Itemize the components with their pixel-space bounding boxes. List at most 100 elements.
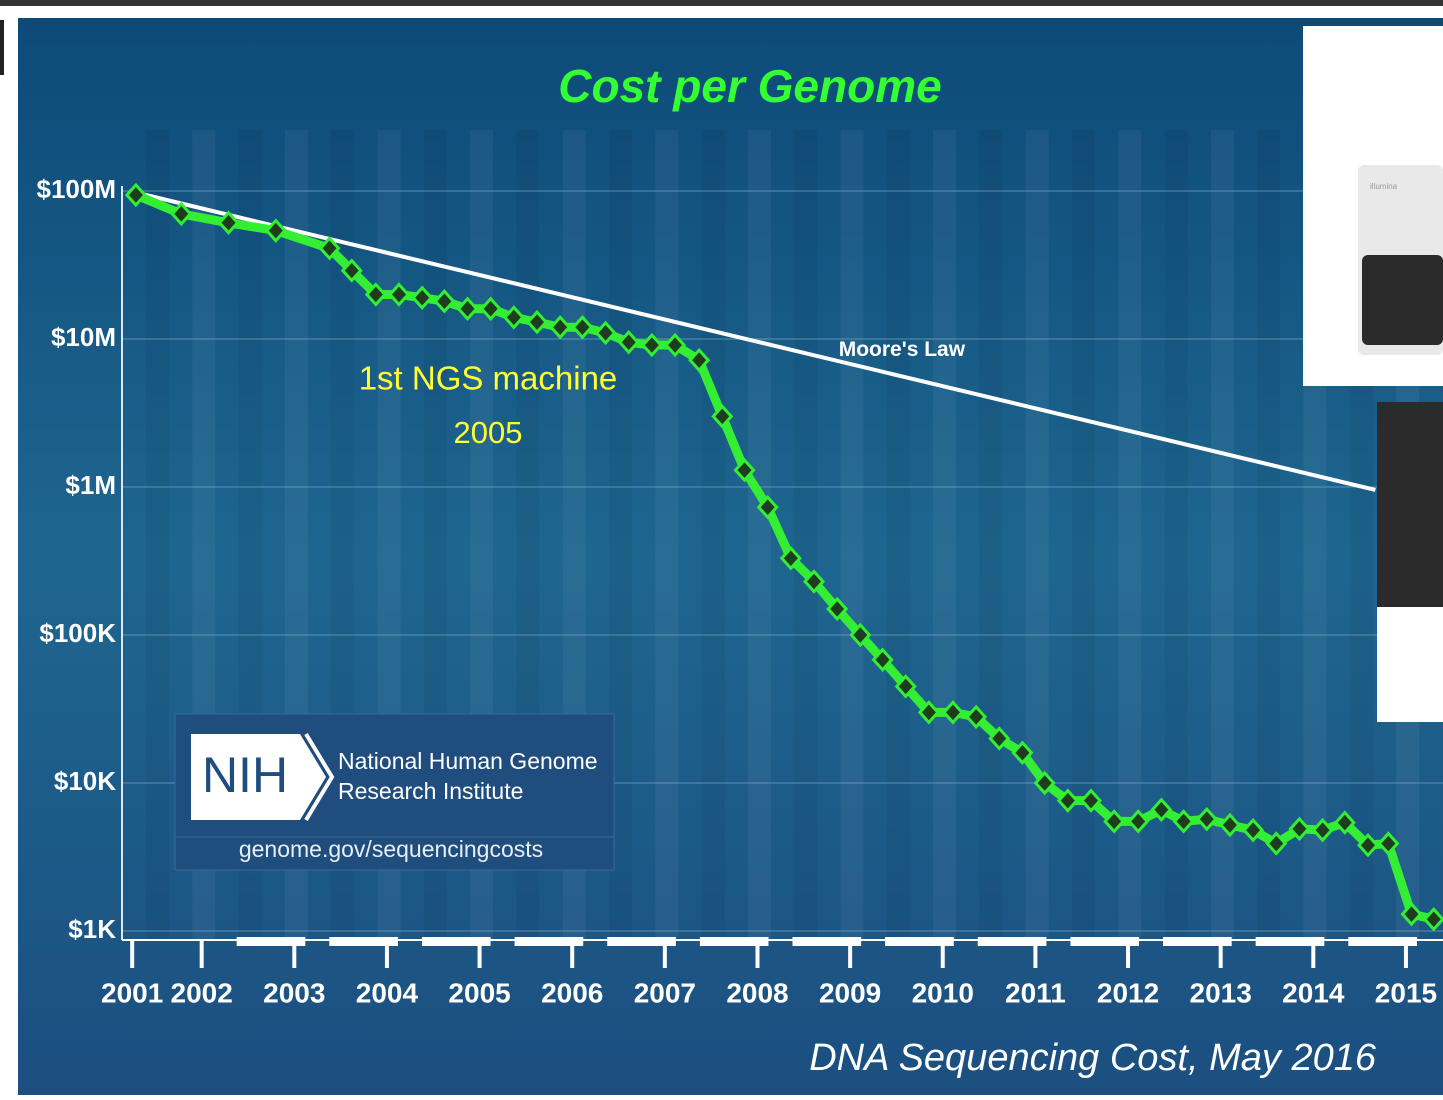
top-strip bbox=[0, 0, 1443, 6]
axis-segment bbox=[699, 937, 769, 946]
stripe bbox=[655, 130, 679, 940]
y-tick-label: $10M bbox=[51, 322, 116, 352]
diamond-marker bbox=[456, 296, 479, 322]
axis-segment bbox=[236, 937, 306, 946]
diamond-marker bbox=[387, 282, 411, 307]
diamond-marker bbox=[479, 296, 502, 322]
stripe bbox=[840, 130, 864, 940]
diamond-marker bbox=[711, 404, 734, 429]
axis-segment bbox=[514, 937, 584, 946]
logo-url: genome.gov/sequencingcosts bbox=[239, 836, 543, 862]
x-tick-label: 2014 bbox=[1282, 977, 1345, 1008]
diamond-marker bbox=[1172, 809, 1195, 834]
diamond-marker bbox=[525, 309, 549, 335]
x-tick-label: 2007 bbox=[634, 977, 696, 1008]
diamond-marker bbox=[594, 320, 617, 346]
stripe bbox=[747, 130, 771, 940]
diamond-marker bbox=[1103, 809, 1126, 834]
x-tick-label: 2009 bbox=[819, 977, 881, 1008]
diamond-marker bbox=[502, 305, 525, 330]
diamond-marker bbox=[733, 457, 756, 483]
x-tick-label: 2002 bbox=[171, 977, 233, 1008]
x-tick-label: 2011 bbox=[1005, 977, 1066, 1008]
logo-mark: NIH bbox=[202, 747, 288, 803]
plot: Moore's Law bbox=[124, 182, 1443, 932]
diamond-marker bbox=[170, 201, 193, 227]
diamond-marker bbox=[571, 315, 594, 340]
diamond-marker bbox=[1079, 788, 1102, 813]
axis-segment bbox=[1070, 937, 1140, 946]
diamond-marker bbox=[849, 622, 872, 648]
diamond-marker bbox=[318, 236, 341, 261]
moore-line bbox=[128, 189, 1376, 492]
x-tick-label: 2012 bbox=[1097, 977, 1159, 1008]
stripe bbox=[886, 130, 910, 940]
axis-segment bbox=[421, 937, 491, 946]
x-tick-label: 2013 bbox=[1190, 977, 1252, 1008]
diamond-marker bbox=[941, 700, 964, 725]
axis-segment bbox=[792, 937, 862, 946]
x-tick-label: 2003 bbox=[263, 977, 325, 1008]
stripe bbox=[1257, 130, 1281, 940]
diamond-marker bbox=[826, 596, 849, 622]
logo-shape bbox=[191, 734, 326, 820]
stripe bbox=[933, 130, 957, 940]
chart-title: Cost per Genome bbox=[558, 60, 941, 112]
stripe bbox=[1210, 130, 1234, 940]
keyboard bbox=[1377, 402, 1443, 607]
stripe bbox=[794, 130, 818, 940]
edge-mark bbox=[0, 20, 4, 75]
x-tick-label: 2006 bbox=[541, 977, 603, 1008]
diamond-marker bbox=[1356, 832, 1379, 858]
y-tick-label: $10K bbox=[54, 766, 116, 796]
x-tick-label: 2005 bbox=[448, 977, 510, 1008]
axis-segment bbox=[607, 937, 676, 946]
diamond-marker bbox=[1311, 817, 1334, 843]
diamond-marker bbox=[1150, 797, 1173, 822]
axis-segment bbox=[329, 937, 398, 946]
logo-text: Research Institute bbox=[338, 778, 523, 804]
photo-laptop bbox=[1377, 402, 1443, 722]
chart-background bbox=[18, 18, 1443, 1095]
x-tick-label: 2004 bbox=[356, 977, 419, 1008]
x-tick-label: 2008 bbox=[726, 977, 788, 1008]
diamond-marker bbox=[664, 332, 687, 358]
y-tick-label: $100M bbox=[37, 174, 117, 204]
stripe bbox=[979, 130, 1003, 940]
diamond-marker bbox=[779, 546, 802, 571]
annotation: 2005 bbox=[454, 415, 523, 450]
diamond-marker bbox=[1265, 831, 1288, 856]
diamond-marker bbox=[264, 218, 287, 243]
diamond-marker bbox=[1422, 907, 1443, 932]
x-tick-label: 2010 bbox=[912, 977, 974, 1008]
diamond-marker bbox=[1033, 770, 1056, 796]
device-label: illumina bbox=[1370, 182, 1398, 191]
axis-segment bbox=[1163, 937, 1232, 946]
stripe bbox=[1164, 130, 1188, 940]
diamond-marker bbox=[1400, 901, 1423, 927]
diamond-marker bbox=[688, 347, 711, 373]
axis-segment bbox=[977, 937, 1047, 946]
stripe bbox=[1025, 130, 1049, 940]
y-tick-label: $100K bbox=[39, 618, 116, 648]
diamond-marker bbox=[1195, 806, 1218, 832]
diamond-marker bbox=[802, 569, 826, 594]
diamond-marker bbox=[1333, 810, 1356, 835]
diamond-marker bbox=[1218, 812, 1241, 838]
stripe bbox=[1118, 130, 1142, 940]
diamond-marker bbox=[640, 332, 663, 358]
axis-segment bbox=[1255, 937, 1325, 946]
y-tick-label: $1M bbox=[65, 470, 116, 500]
stripe bbox=[1072, 130, 1095, 940]
logo-chevron bbox=[304, 732, 335, 822]
diamond-marker bbox=[1011, 740, 1034, 766]
diamond-marker bbox=[965, 704, 988, 730]
diamond-marker bbox=[1127, 809, 1150, 834]
logo-text: National Human Genome bbox=[338, 748, 598, 774]
diamond-marker bbox=[917, 700, 940, 725]
diamond-marker bbox=[124, 182, 147, 208]
diamond-marker bbox=[340, 258, 363, 283]
diamond-marker bbox=[433, 288, 456, 314]
axis-segment bbox=[885, 937, 954, 946]
